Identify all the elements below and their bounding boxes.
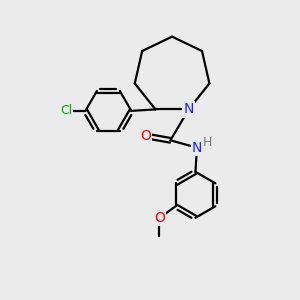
Text: N: N <box>184 102 194 116</box>
Text: H: H <box>202 136 212 149</box>
Text: O: O <box>140 129 151 143</box>
Text: Cl: Cl <box>60 104 72 117</box>
Text: O: O <box>154 211 165 225</box>
Text: N: N <box>192 141 202 155</box>
